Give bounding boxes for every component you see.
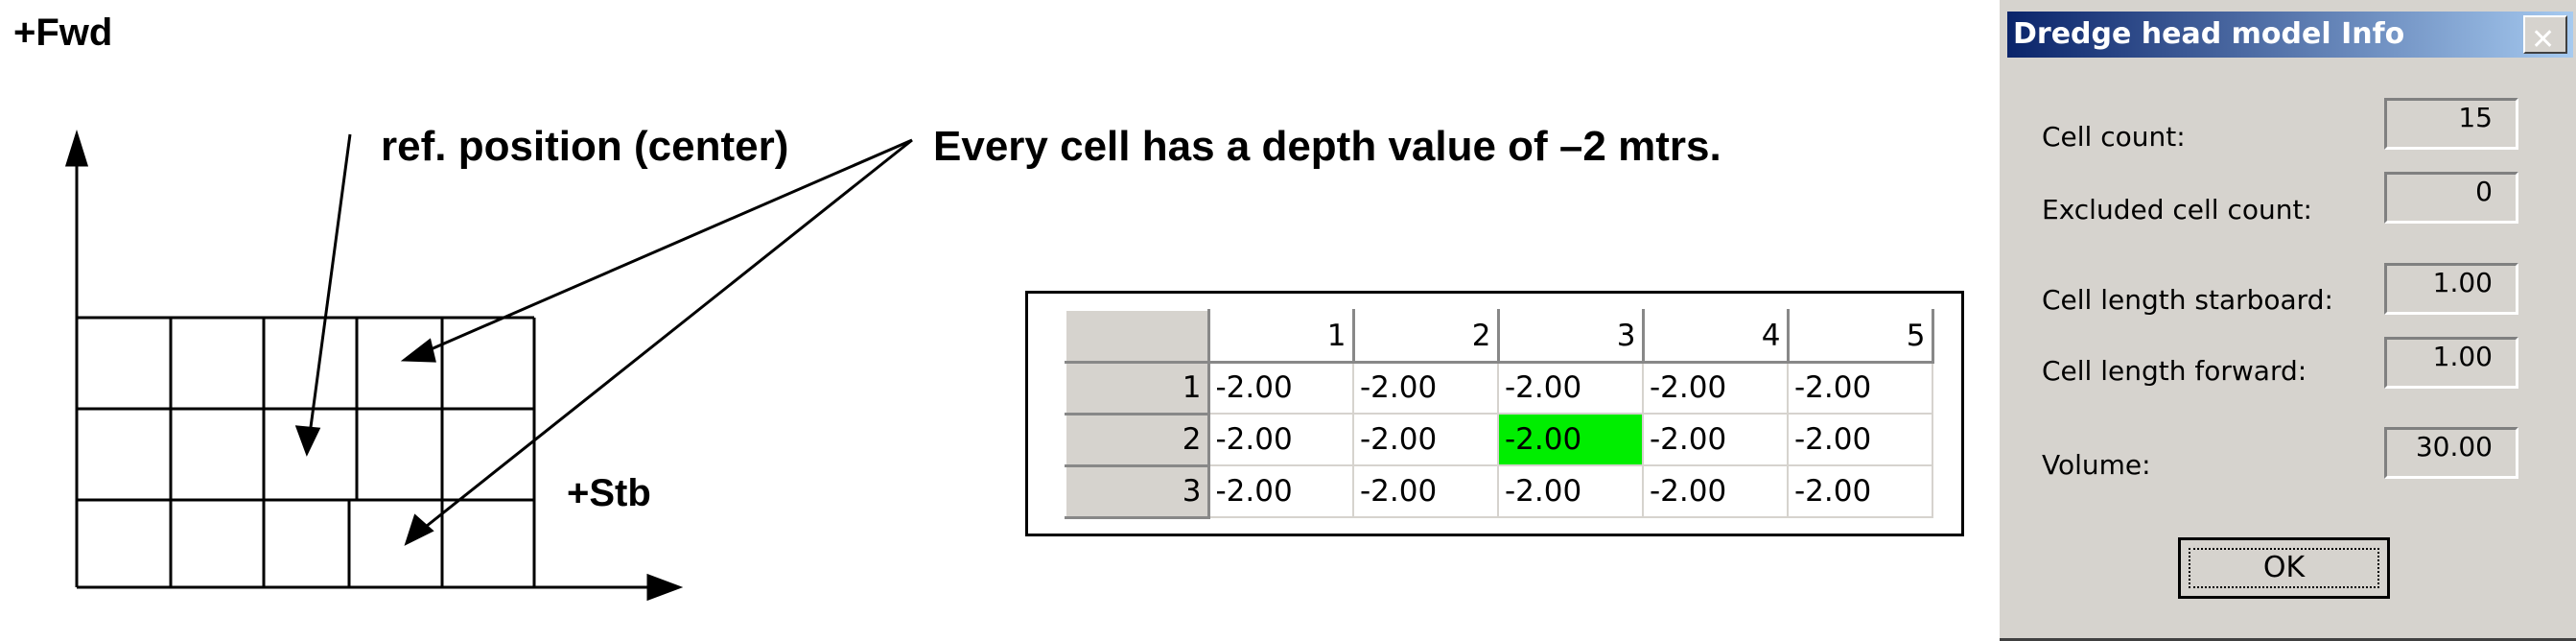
cell-grid bbox=[77, 316, 536, 587]
stb-axis-label: +Stb bbox=[567, 472, 651, 514]
depth-grid-table: 1 2 3 4 5 1 -2.00 -2.00 -2.00 -2.00 -2.0… bbox=[1065, 309, 1934, 519]
depth-cell[interactable]: -2.00 bbox=[1207, 361, 1354, 415]
depth-cell[interactable]: -2.00 bbox=[1352, 413, 1499, 466]
ok-button-label: OK bbox=[2189, 548, 2379, 588]
cell-grid-diagram bbox=[64, 129, 913, 602]
depth-cell[interactable]: -2.00 bbox=[1497, 361, 1644, 415]
fwd-axis-label: +Fwd bbox=[13, 12, 113, 54]
depth-cell-selected[interactable]: -2.00 bbox=[1497, 413, 1644, 466]
cell-length-forward-field: 1.00 bbox=[2384, 337, 2518, 389]
header-row: 1 2 3 4 5 bbox=[1065, 309, 1934, 364]
fwd-axis-arrowhead bbox=[64, 129, 89, 167]
depth-cell[interactable]: -2.00 bbox=[1787, 361, 1933, 415]
depth-cell[interactable]: -2.00 bbox=[1497, 464, 1644, 518]
depth-cell[interactable]: -2.00 bbox=[1787, 413, 1933, 466]
row-header[interactable]: 2 bbox=[1065, 413, 1210, 467]
close-x-icon: ✕ bbox=[2531, 23, 2556, 57]
depth-cell[interactable]: -2.00 bbox=[1352, 464, 1499, 518]
dredge-head-info-dialog: Dredge head model Info ✕ Cell count: 15 … bbox=[1997, 0, 2576, 641]
dialog-title: Dredge head model Info bbox=[2013, 17, 2405, 51]
depth-cell[interactable]: -2.00 bbox=[1787, 464, 1933, 518]
volume-field: 30.00 bbox=[2384, 427, 2518, 479]
depth-note-label: Every cell has a depth value of –2 mtrs. bbox=[933, 123, 1721, 170]
excluded-cell-count-label: Excluded cell count: bbox=[2042, 194, 2312, 226]
depth-cell[interactable]: -2.00 bbox=[1352, 361, 1499, 415]
cell-count-field: 15 bbox=[2384, 98, 2518, 150]
depth-cell[interactable]: -2.00 bbox=[1207, 464, 1354, 518]
depth-grid-panel: 1 2 3 4 5 1 -2.00 -2.00 -2.00 -2.00 -2.0… bbox=[1025, 291, 1964, 536]
cell-length-starboard-field: 1.00 bbox=[2384, 263, 2518, 315]
excluded-cell-count-field: 0 bbox=[2384, 172, 2518, 224]
table-row: 3 -2.00 -2.00 -2.00 -2.00 -2.00 bbox=[1065, 464, 1933, 519]
column-header[interactable]: 3 bbox=[1497, 309, 1645, 364]
ref-position-label: ref. position (center) bbox=[381, 123, 789, 170]
ref-pointer-arrow bbox=[307, 133, 352, 442]
cell-length-forward-label: Cell length forward: bbox=[2042, 355, 2307, 387]
dialog-title-bar[interactable]: Dredge head model Info ✕ bbox=[2007, 12, 2573, 58]
volume-label: Volume: bbox=[2042, 449, 2151, 481]
column-header[interactable]: 2 bbox=[1352, 309, 1500, 364]
table-row: 1 -2.00 -2.00 -2.00 -2.00 -2.00 bbox=[1065, 361, 1933, 415]
row-header[interactable]: 3 bbox=[1065, 464, 1210, 519]
depth-pointer-arrow-2 bbox=[421, 138, 913, 532]
close-button[interactable]: ✕ bbox=[2523, 15, 2567, 57]
cell-count-label: Cell count: bbox=[2042, 121, 2186, 153]
corner-cell bbox=[1065, 309, 1210, 364]
row-header[interactable]: 1 bbox=[1065, 361, 1210, 415]
depth-cell[interactable]: -2.00 bbox=[1642, 361, 1789, 415]
ok-button[interactable]: OK bbox=[2178, 537, 2390, 599]
depth-cell[interactable]: -2.00 bbox=[1642, 464, 1789, 518]
table-row: 2 -2.00 -2.00 -2.00 -2.00 -2.00 bbox=[1065, 413, 1933, 467]
stb-axis-arrowhead bbox=[646, 573, 684, 602]
column-header[interactable]: 4 bbox=[1642, 309, 1790, 364]
column-header[interactable]: 1 bbox=[1207, 309, 1355, 364]
depth-pointer-arrow-1 bbox=[421, 138, 913, 355]
depth-cell[interactable]: -2.00 bbox=[1207, 413, 1354, 466]
depth-cell[interactable]: -2.00 bbox=[1642, 413, 1789, 466]
column-header[interactable]: 5 bbox=[1787, 309, 1934, 364]
cell-length-starboard-label: Cell length starboard: bbox=[2042, 284, 2333, 316]
